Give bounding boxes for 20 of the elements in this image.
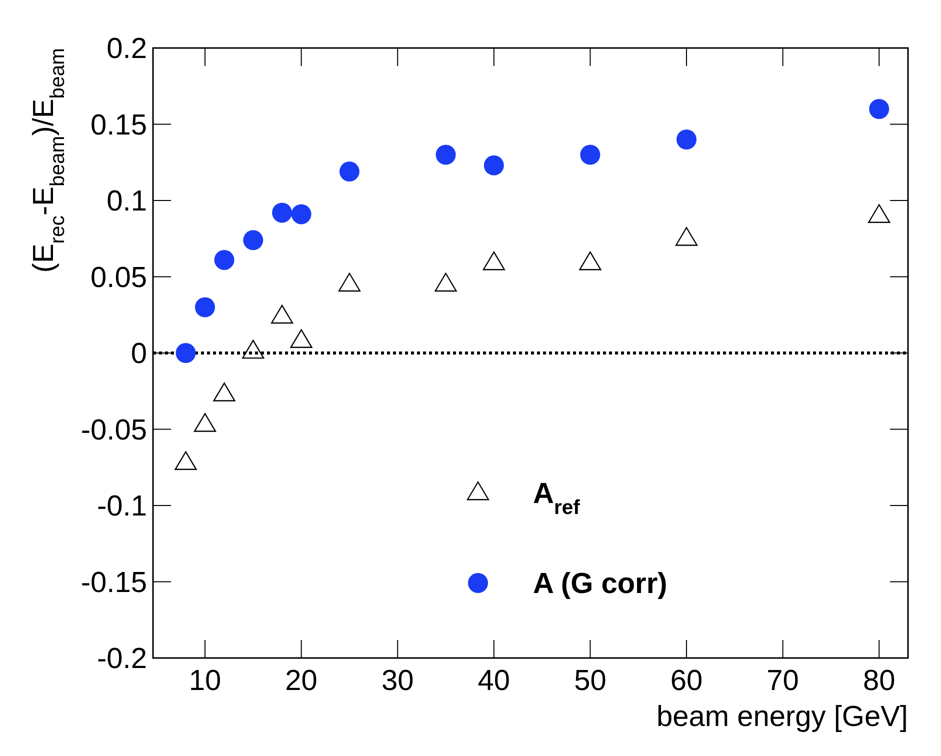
x-tick-label: 20 [285, 665, 318, 697]
y-tick-label: 0 [130, 338, 147, 370]
y-tick-label: -0.15 [80, 566, 147, 599]
y-tick-label: -0.2 [97, 643, 147, 675]
x-tick-label: 30 [381, 665, 414, 697]
y-tick-label: 0.2 [106, 33, 147, 65]
legend-label: A (G corr) [533, 568, 668, 600]
y-tick-label: 0.05 [90, 262, 147, 294]
legend-label: A$_{ref}$ [533, 478, 580, 519]
y-tick-label: 0.1 [106, 186, 147, 218]
x-tick-label: 10 [188, 665, 222, 697]
x-tick-label: 70 [766, 665, 799, 697]
x-tick-label: 80 [862, 665, 896, 697]
x-axis-title: beam energy [GeV] [656, 701, 908, 733]
x-tick-label: 50 [574, 665, 606, 697]
y-tick-label: -0.05 [80, 414, 147, 446]
x-tick-label: 40 [478, 665, 510, 697]
x-tick-label: 60 [670, 665, 703, 697]
y-tick-label: 0.15 [90, 109, 147, 142]
y-tick-label: -0.1 [97, 490, 147, 522]
